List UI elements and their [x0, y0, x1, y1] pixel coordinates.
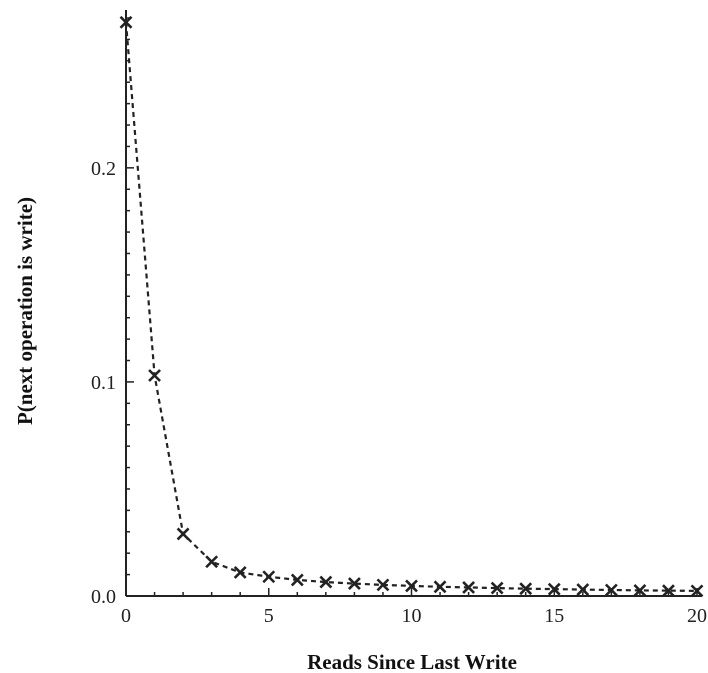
y-axis-title: P(next operation is write) — [13, 197, 37, 425]
series-line — [124, 22, 698, 592]
axes — [125, 10, 701, 597]
markers — [119, 15, 704, 598]
x-tick-label: 15 — [544, 605, 564, 627]
data-point-marker — [519, 582, 533, 596]
x-axis-title: Reads Since Last Write — [307, 650, 517, 673]
data-point-marker — [576, 583, 590, 596]
data-point-marker — [262, 570, 276, 584]
x-tick-label: 20 — [687, 605, 707, 627]
x-tick-label: 5 — [264, 605, 274, 627]
data-point-marker — [290, 573, 304, 587]
data-point-marker — [547, 582, 561, 596]
data-point-marker — [319, 575, 333, 589]
x-tick-label: 0 — [121, 605, 131, 627]
data-point-marker — [176, 527, 190, 541]
data-point-marker — [462, 581, 476, 594]
y-tick-label: 0.2 — [91, 158, 116, 180]
y-tick-label: 0.1 — [91, 372, 116, 394]
y-tick-label: 0.0 — [91, 586, 116, 608]
data-point-marker — [405, 579, 418, 593]
data-point-marker — [347, 577, 361, 591]
data-point-marker — [433, 580, 447, 594]
x-tick-label: 10 — [402, 605, 422, 627]
data-point-marker — [662, 584, 675, 598]
data-point-marker — [119, 15, 133, 29]
data-point-marker — [205, 555, 219, 569]
data-point-marker — [690, 584, 704, 598]
data-point-marker — [148, 369, 161, 382]
data-point-marker — [376, 578, 390, 592]
data-point-marker — [604, 583, 618, 597]
data-point-marker — [633, 584, 647, 597]
data-point-marker — [490, 581, 504, 595]
data-point-marker — [233, 566, 247, 579]
